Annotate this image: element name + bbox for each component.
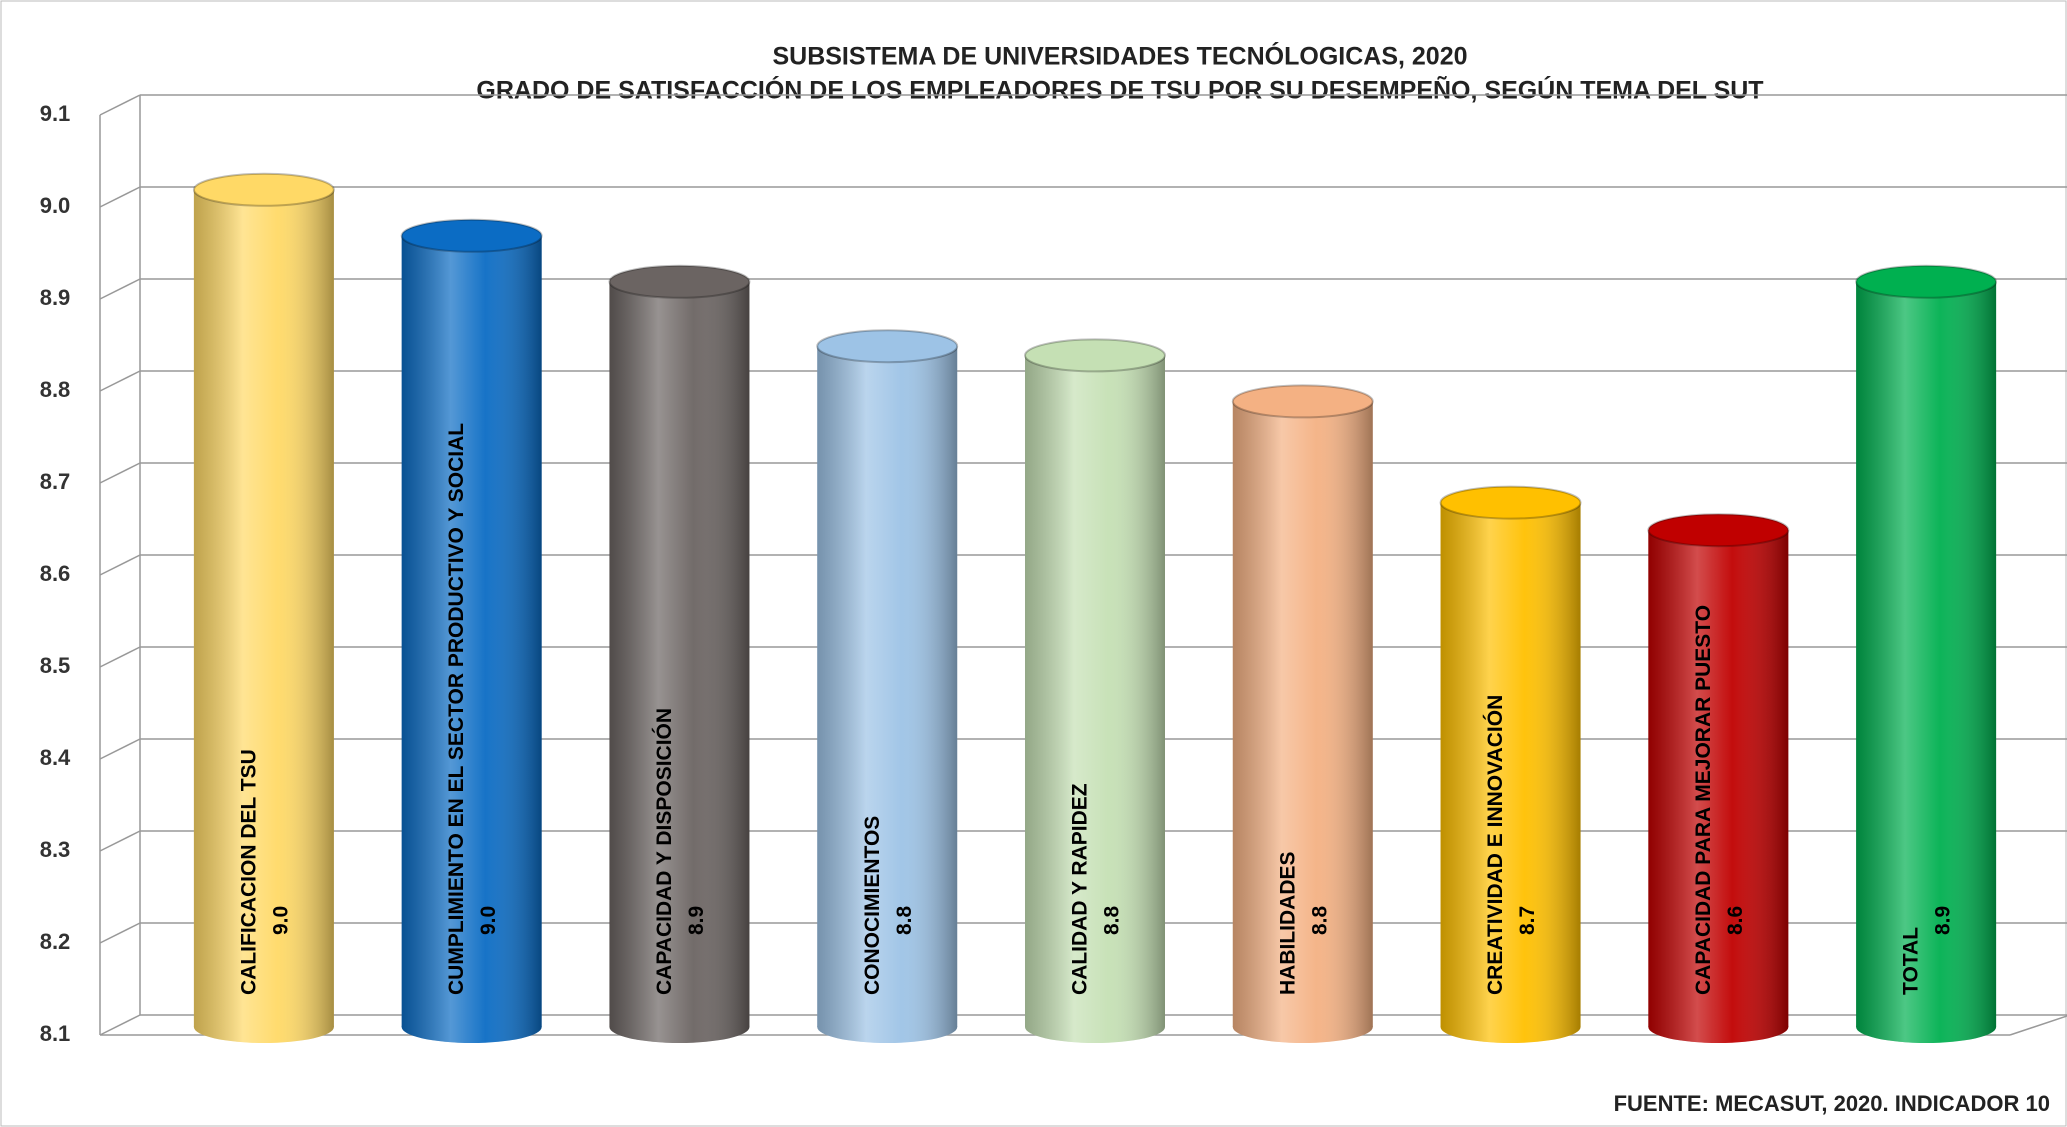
bar [1231, 384, 1374, 1043]
bar-body-shade [401, 235, 542, 1028]
bar-category-label: HABILIDADES [1276, 851, 1299, 995]
bar-top [1439, 485, 1582, 520]
bar-body-shade [1232, 401, 1373, 1027]
bar-body-shade [609, 281, 750, 1027]
y-tick-label: 8.2 [40, 929, 71, 954]
bar-category-label: CREATIVIDAD E INNOVACIÓN [1483, 695, 1507, 995]
grid-slant [99, 186, 141, 208]
data-label: 8.9 [1932, 906, 1955, 935]
bar-top [1231, 384, 1374, 419]
grid-slant [99, 370, 141, 392]
bar [400, 218, 543, 1043]
grid-slant [99, 278, 141, 300]
bar-body-shade [1856, 281, 1997, 1027]
y-tick-label: 8.7 [40, 469, 71, 494]
y-tick-label: 9.0 [40, 193, 71, 218]
y-tick-label: 9.1 [40, 101, 71, 126]
bar-category-label: CUMPLIMIENTO EN EL SECTOR PRODUCTIVO Y S… [445, 423, 468, 995]
bar [1024, 338, 1166, 1043]
data-label: 8.9 [685, 906, 708, 935]
chart-title: SUBSISTEMA DE UNIVERSIDADES TECNÓLOGICAS… [772, 41, 1467, 71]
chart-subtitle: GRADO DE SATISFACCIÓN DE LOS EMPLEADORES… [476, 75, 1763, 105]
y-tick-label: 8.4 [40, 745, 71, 770]
bar-top [1024, 338, 1166, 373]
bar [816, 329, 959, 1043]
data-label: 8.8 [1308, 905, 1331, 935]
grid-slant [99, 922, 141, 944]
bar-body-shade [193, 189, 334, 1028]
y-tick-label: 8.6 [40, 561, 71, 586]
grid-slant [99, 830, 141, 852]
bar [1855, 264, 1998, 1043]
data-label: 9.0 [269, 906, 292, 935]
grid-slant [99, 1014, 141, 1036]
bar-category-label: CONOCIMIENTOS [861, 816, 884, 995]
source: FUENTE: MECASUT, 2020. INDICADOR 10 [1614, 1091, 2050, 1116]
bar-top [1647, 513, 1790, 548]
bar-category-label: CALIDAD Y RAPIDEZ [1069, 783, 1092, 995]
data-label: 8.6 [1724, 906, 1747, 935]
bar-category-label: CAPACIDAD Y DISPOSICIÓN [652, 708, 676, 995]
y-tick-label: 8.9 [40, 285, 71, 310]
grid-slant [99, 554, 141, 576]
grid-slant [99, 646, 141, 668]
bar-category-label: CAPACIDAD PARA MEJORAR PUESTO [1692, 605, 1715, 995]
y-tick-label: 8.5 [40, 653, 71, 678]
bar [1647, 513, 1790, 1043]
data-label: 8.8 [1101, 905, 1124, 935]
grid-slant [99, 94, 141, 116]
bar-category-label: CALIFICACION DEL TSU [237, 749, 260, 995]
bar-body-shade [817, 346, 958, 1027]
bar-top [1855, 264, 1998, 299]
bar-body-shade [1648, 530, 1789, 1027]
data-label: 8.7 [1516, 906, 1539, 935]
bar-body-shade [1025, 355, 1165, 1027]
grid-slant [99, 462, 141, 484]
data-label: 8.8 [893, 905, 916, 935]
bar [1439, 485, 1582, 1043]
bar-top [400, 218, 543, 253]
bar-category-label: TOTAL [1900, 927, 1923, 995]
grid-slant [99, 738, 141, 760]
y-tick-label: 8.8 [40, 377, 71, 402]
floor-right [2009, 1015, 2067, 1036]
bar-top [608, 264, 751, 299]
y-tick-label: 8.3 [40, 837, 71, 862]
bar-body-shade [1440, 502, 1581, 1028]
y-tick-label: 8.1 [40, 1021, 71, 1046]
bar-top [816, 329, 959, 364]
bar-top [192, 172, 335, 207]
bar [192, 172, 335, 1043]
data-label: 9.0 [477, 906, 500, 935]
bar [608, 264, 751, 1043]
